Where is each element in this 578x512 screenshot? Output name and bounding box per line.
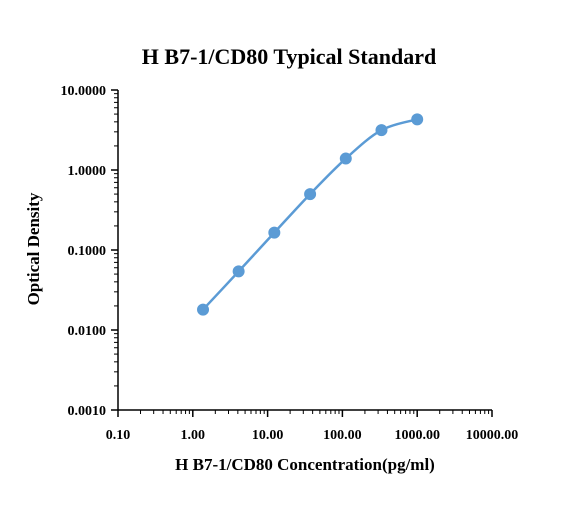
x-tick-label: 1000.00 [394, 428, 440, 443]
data-point [197, 303, 210, 316]
chart-title: H B7-1/CD80 Typical Standard [141, 44, 437, 69]
y-tick-label: 10.0000 [61, 84, 107, 99]
x-axis-label: H B7-1/CD80 Concentration(pg/ml) [175, 455, 435, 474]
data-point [339, 152, 352, 165]
y-tick-label: 0.1000 [68, 244, 107, 259]
series-line [202, 118, 418, 311]
x-tick-label: 10000.00 [466, 428, 519, 443]
x-tick-label: 0.10 [106, 428, 131, 443]
data-point [232, 265, 245, 278]
data-point [375, 124, 388, 137]
x-tick-label: 10.00 [252, 428, 284, 443]
data-point [304, 188, 317, 201]
y-tick-label: 1.0000 [68, 164, 107, 179]
y-tick-label: 0.0100 [68, 324, 107, 339]
y-tick-label: 0.0010 [68, 404, 107, 419]
y-axis-label: Optical Density [24, 192, 43, 306]
data-point [268, 226, 281, 239]
data-point [411, 113, 424, 126]
x-tick-label: 100.00 [323, 428, 362, 443]
x-tick-label: 1.00 [181, 428, 206, 443]
